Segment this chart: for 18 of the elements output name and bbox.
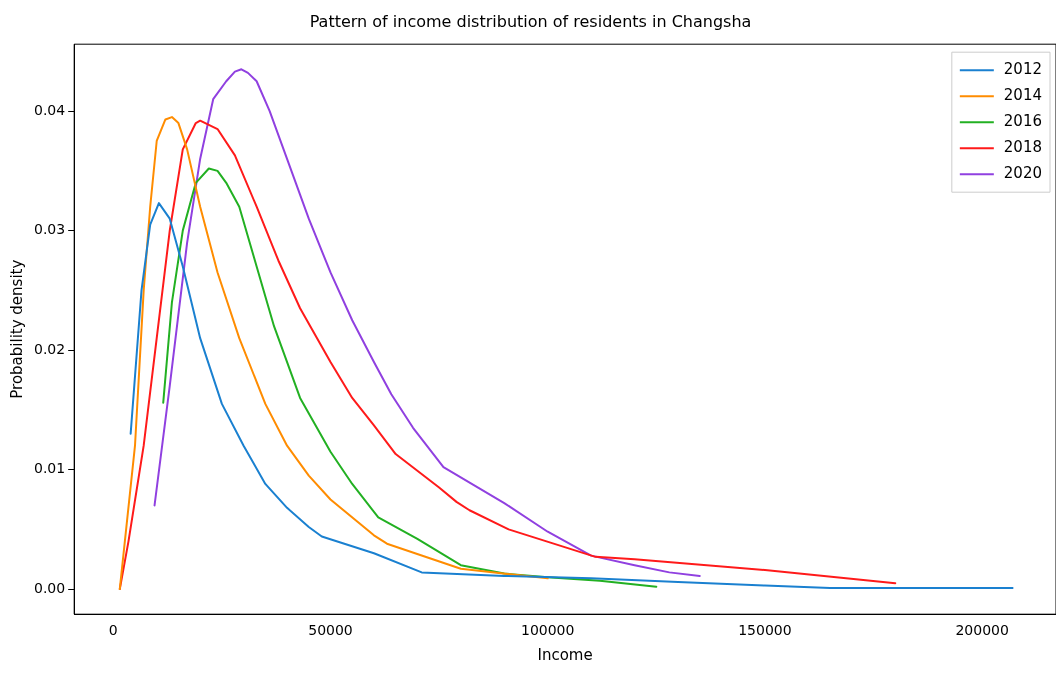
y-tick-label: 0.04 — [34, 101, 66, 118]
x-tick-label: 150000 — [738, 622, 792, 639]
y-tick-label: 0.03 — [34, 221, 66, 238]
legend-label: 2020 — [1003, 164, 1043, 183]
y-axis-title: Probability density — [7, 259, 26, 399]
legend-label: 2018 — [1003, 138, 1043, 157]
y-tick-label: 0.00 — [34, 579, 66, 596]
legend-label: 2016 — [1003, 112, 1043, 131]
y-tick-label: 0.01 — [34, 460, 66, 477]
legend-label: 2014 — [1003, 86, 1043, 105]
x-axis-title: Income — [537, 645, 593, 664]
legend-label: 2012 — [1003, 60, 1043, 79]
y-tick-label: 0.02 — [34, 340, 66, 357]
x-tick-label: 0 — [108, 622, 118, 639]
x-tick-label: 100000 — [520, 622, 575, 639]
chart-title: Pattern of income distribution of residents in Changsha — [309, 11, 752, 31]
x-tick-label: 50000 — [308, 622, 353, 639]
x-tick-label: 200000 — [955, 622, 1009, 639]
